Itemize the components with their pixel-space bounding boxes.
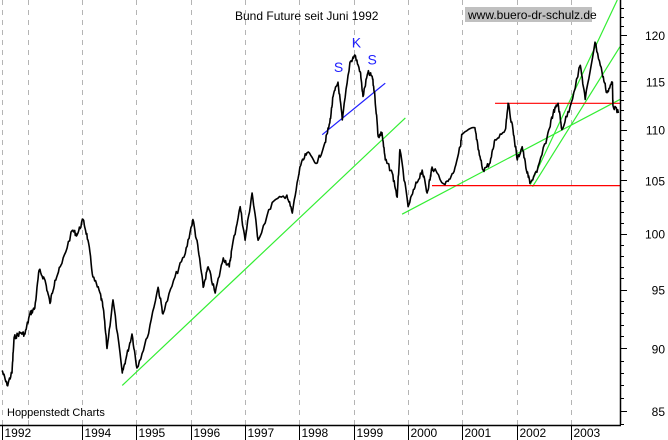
y-tick-label: 110 <box>646 124 665 138</box>
y-tick-label: 115 <box>646 75 665 89</box>
x-tick-label: 2000 <box>411 426 438 440</box>
x-tick-label: 2003 <box>574 426 601 440</box>
watermark-url: www.buero-dr-schulz.de <box>467 8 597 22</box>
x-tick-label: 2001 <box>465 426 492 440</box>
x-tick-label: 1997 <box>248 426 275 440</box>
y-tick-label: 100 <box>645 228 665 242</box>
watermark-box <box>465 7 592 22</box>
green-trend-line <box>401 98 621 215</box>
source-label: Hoppenstedt Charts <box>7 407 105 419</box>
x-tick-label: 1992 <box>5 426 32 440</box>
y-tick-label: 105 <box>645 174 665 188</box>
x-tick-label: 1996 <box>194 426 221 440</box>
annotation-label: S <box>334 59 343 75</box>
x-tick-label: 1995 <box>139 426 166 440</box>
y-tick-label: 120 <box>645 29 665 43</box>
x-tick-label: 1999 <box>357 426 384 440</box>
green-trend-line <box>532 46 621 188</box>
pattern-annotations: SKS <box>334 35 377 75</box>
x-tick-label: 2002 <box>520 426 547 440</box>
price-series-line <box>1 41 620 387</box>
year-gridlines <box>2 0 572 425</box>
annotation-label: S <box>368 51 377 67</box>
x-tick-label: 1998 <box>302 426 329 440</box>
y-tick-label: 95 <box>652 284 666 298</box>
x-tick-label: 1994 <box>85 426 112 440</box>
annotation-label: K <box>352 35 362 51</box>
y-tick-label: 90 <box>652 342 666 356</box>
chart-title: Bund Future seit Juni 1992 <box>235 9 379 23</box>
green-trend-line <box>121 117 406 386</box>
y-tick-label: 85 <box>652 405 666 419</box>
